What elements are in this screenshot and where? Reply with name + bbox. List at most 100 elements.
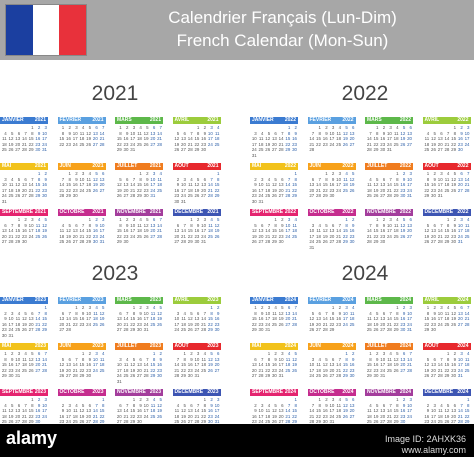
day-cell: 30 xyxy=(380,239,386,244)
day-cell: 1 xyxy=(467,397,470,402)
day-cell: 4 xyxy=(446,305,450,310)
day-cell: 24 xyxy=(79,187,85,193)
day-cell: 16 xyxy=(143,182,149,187)
day-cell: 27 xyxy=(431,239,436,244)
day-cell: 1 xyxy=(81,351,85,356)
day-cell: 5 xyxy=(426,356,430,362)
day-cell: 28 xyxy=(316,193,321,198)
day-grid: 1 2 3 4 5 6 7 8 9 10 11 12 13 14 15 16 17 18 19 20 21 22 23 24 2… xyxy=(308,305,356,333)
day-cell: 23 xyxy=(380,141,386,147)
day-grid: 1 2 3 4 5 6 7 8 9 10 11 12 13 14 15 16 17 18 19 20 21 22 23 24 2… xyxy=(423,397,471,430)
day-cell: 25 xyxy=(265,419,271,424)
day-cell: 9 xyxy=(159,356,162,362)
month-year: 2024 xyxy=(399,297,411,303)
day-cell: 1 xyxy=(132,305,136,310)
day-cell: 5 xyxy=(119,176,122,182)
month-year: 2021 xyxy=(92,117,104,123)
day-cell: 7 xyxy=(389,310,392,316)
month-header: AVRIL 2022 xyxy=(422,117,471,124)
day-cell: 30 xyxy=(35,147,41,152)
day-cell: 20 xyxy=(99,182,105,187)
month-calendar: FÉVRIER 2023 1 2 3 4 5 6 7 8 9 10 11 12 13 14 15 16 17 18 19… xyxy=(57,297,106,333)
day-cell: 1 xyxy=(446,351,450,356)
day-cell: 25 xyxy=(336,413,342,419)
day-cell: 15 xyxy=(35,182,41,187)
day-cell: 30 xyxy=(373,373,379,378)
day-cell: 15 xyxy=(393,316,399,321)
day-cell: 14 xyxy=(336,228,342,233)
month-year: 2024 xyxy=(399,343,411,349)
day-cell: 18 xyxy=(201,362,207,367)
day-cell: 19 xyxy=(424,367,430,373)
day-cell: 22 xyxy=(424,187,430,193)
day-cell: 16 xyxy=(373,362,379,367)
day-cell: 1 xyxy=(102,397,105,402)
day-cell: 19 xyxy=(92,182,98,187)
day-cell: 9 xyxy=(382,130,386,136)
day-cell: 15 xyxy=(201,408,207,413)
day-cell: 15 xyxy=(316,136,321,141)
month-calendar: AVRIL 2023 1 2 3 4 5 6 7 8 9 10 11 12 13 14 15 16 17 18 19 20… xyxy=(172,297,221,333)
day-cell: 20 xyxy=(278,413,284,419)
month-calendar: NOVEMBRE 2023 1 2 3 4 5 6 7 8 9 10 11 12 13 14 15 16 17 18 1… xyxy=(115,389,163,425)
day-cell: 9 xyxy=(37,130,41,136)
day-cell: 14 xyxy=(72,362,78,367)
day-cell: 6 xyxy=(102,171,105,176)
day-cell: 22 xyxy=(265,367,271,373)
day-cell: 30 xyxy=(380,147,386,152)
day-cell: 4 xyxy=(95,305,98,310)
day-cell: 22 xyxy=(66,187,71,193)
month-name: AOUT xyxy=(174,163,189,169)
day-cell: 14 xyxy=(21,136,27,141)
day-cell: 8 xyxy=(81,356,85,362)
month-header: AOUT 2023 xyxy=(172,343,221,350)
day-cell: 22 xyxy=(28,413,34,419)
day-cell: 14 xyxy=(181,228,186,233)
day-cell: 29 xyxy=(1,373,7,378)
day-cell: 31 xyxy=(214,419,220,424)
day-cell: 11 xyxy=(343,176,348,182)
day-cell: 11 xyxy=(394,222,399,228)
day-cell: 7 xyxy=(196,402,200,408)
day-cell: 12 xyxy=(187,316,193,321)
month-header: MARS 2023 xyxy=(115,297,163,304)
day-cell: 11 xyxy=(208,222,213,228)
day-cell: 18 xyxy=(464,228,470,233)
day-cell: 26 xyxy=(214,233,220,239)
day-cell: 26 xyxy=(431,147,436,152)
day-cell: 25 xyxy=(342,187,348,193)
day-cell: 14 xyxy=(292,310,297,316)
month-name: JANVIER xyxy=(2,297,24,303)
day-cell: 6 xyxy=(382,402,386,408)
month-header: JUILLET 2021 xyxy=(115,163,163,170)
day-cell: 10 xyxy=(329,402,335,408)
day-cell: 20 xyxy=(187,413,193,419)
day-cell: 9 xyxy=(125,130,129,136)
day-cell: 4 xyxy=(203,351,207,356)
day-cell: 7 xyxy=(409,351,412,356)
day-cell: 25 xyxy=(150,321,156,327)
month-year: 2022 xyxy=(284,117,296,123)
day-cell: 15 xyxy=(72,316,78,321)
day-grid: 1 2 3 4 5 6 7 8 9 10 11 12 13 14 15 16 17 18 19 20 21 22 23 24 2… xyxy=(423,217,471,245)
day-cell: 16 xyxy=(157,362,162,367)
day-cell: 8 xyxy=(61,130,65,136)
day-cell: 14 xyxy=(201,316,207,321)
day-cell: 6 xyxy=(61,310,65,316)
day-cell: 5 xyxy=(311,310,315,316)
day-cell: 24 xyxy=(143,321,149,327)
day-cell: 9 xyxy=(325,402,328,408)
day-cell: 22 xyxy=(99,413,105,419)
day-cell: 20 xyxy=(123,187,129,193)
day-cell: 19 xyxy=(322,367,328,373)
day-cell: 2 xyxy=(433,171,436,176)
day-cell: 25 xyxy=(316,239,321,244)
day-cell: 28 xyxy=(194,419,200,424)
day-cell: 15 xyxy=(214,182,220,187)
month-name: SEPTEMBRE xyxy=(2,209,34,215)
day-cell: 1 xyxy=(210,305,213,310)
day-cell: 3 xyxy=(338,171,342,176)
day-cell: 9 xyxy=(10,356,14,362)
day-cell: 24 xyxy=(309,373,315,378)
day-cell: 9 xyxy=(68,130,71,136)
